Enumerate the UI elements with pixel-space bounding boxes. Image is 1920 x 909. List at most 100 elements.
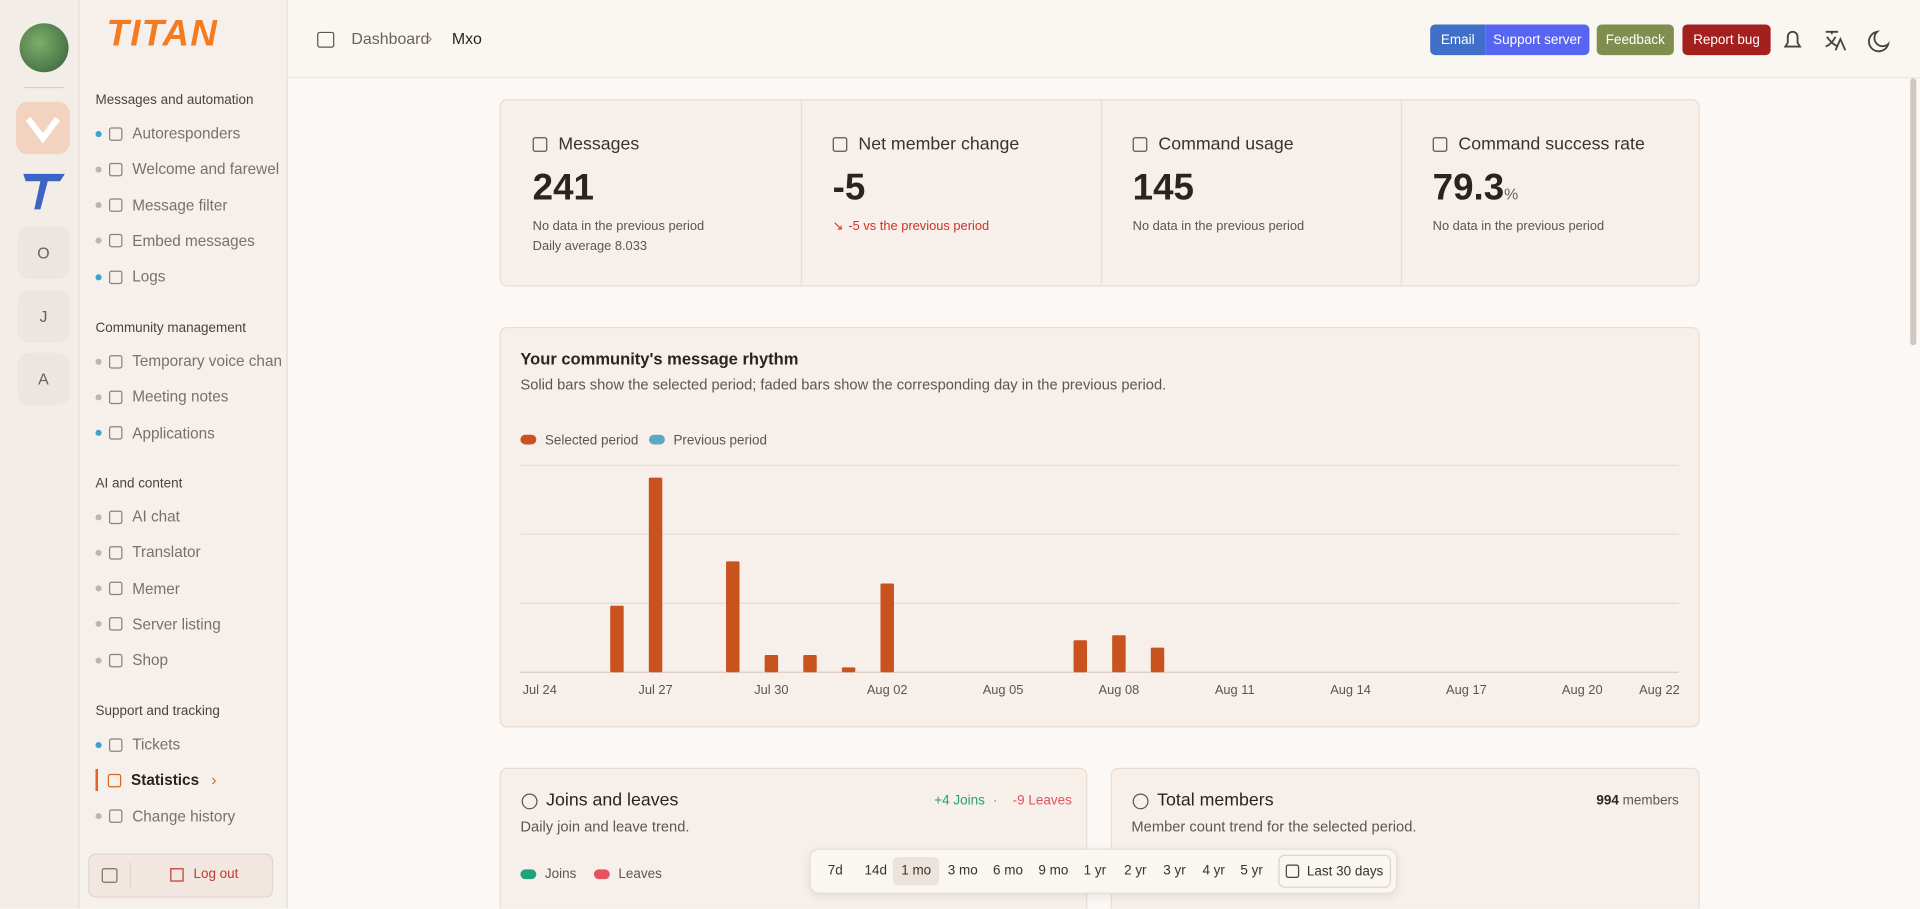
range-option[interactable]: 14d (864, 863, 887, 878)
stat-unit: % (1504, 184, 1519, 204)
logo-shape (25, 116, 61, 144)
nav-item[interactable]: Change history (95, 803, 287, 830)
range-option[interactable]: 1 mo (892, 857, 940, 886)
nav-label: Translator (132, 544, 201, 562)
logout-icon (170, 867, 184, 882)
nav-icon (108, 126, 123, 141)
nav-item[interactable]: Logs (95, 263, 287, 290)
nav-item[interactable]: Memer (95, 575, 287, 602)
range-option[interactable]: 5 yr (1240, 863, 1263, 878)
bell-icon[interactable] (1783, 30, 1802, 48)
bar (880, 583, 894, 673)
joins-icon (521, 793, 538, 810)
header-icons (1783, 30, 1890, 53)
footer-box: Log out (88, 853, 274, 898)
section-title: AI and content (95, 476, 183, 492)
server-icon[interactable]: A (17, 352, 70, 406)
translate-icon[interactable] (1825, 30, 1847, 51)
range-option[interactable]: 3 yr (1163, 863, 1186, 878)
section-title: Support and tracking (95, 704, 220, 719)
nav-item[interactable]: Autoresponders (95, 120, 287, 147)
server-icon[interactable] (18, 168, 69, 215)
range-custom-label: Last 30 days (1306, 863, 1384, 879)
stat-label: Command usage (1132, 135, 1294, 154)
bar (648, 477, 663, 673)
theme-icon[interactable] (1868, 30, 1890, 53)
nav-label: Meeting notes (132, 388, 229, 406)
header-button[interactable]: Report bug (1682, 24, 1771, 56)
status-dot (95, 130, 102, 137)
nav-item[interactable]: Applications (95, 420, 287, 447)
x-tick-label: Aug 05 (983, 682, 1024, 697)
nav-item[interactable]: Statistics › (95, 767, 287, 794)
stat-note: Daily average 8.033 (532, 238, 648, 254)
range-option[interactable]: 7d (827, 863, 843, 878)
range-option[interactable]: 3 mo (947, 863, 978, 878)
x-tick-label: Jul 27 (638, 682, 672, 697)
nav-icon (108, 270, 123, 284)
chart-card: Your community's message rhythm Solid ba… (499, 326, 1700, 728)
stat-label: Net member change (832, 134, 1020, 155)
nav-item[interactable]: AI chat (95, 503, 287, 530)
nav-label: Autoresponders (132, 124, 241, 143)
legend-swatch (520, 869, 537, 880)
nav-label: Server listing (132, 615, 221, 633)
range-option[interactable]: 6 mo (993, 863, 1024, 878)
scrollbar[interactable] (1910, 78, 1917, 346)
nav-icon (108, 198, 123, 212)
header-button[interactable]: Feedback (1596, 24, 1674, 56)
divider (129, 862, 132, 889)
stat-note: No data in the previous period (1432, 219, 1605, 234)
range-custom[interactable]: Last 30 days (1278, 854, 1392, 888)
legend-label: Selected period (545, 432, 638, 447)
divider (24, 86, 64, 89)
legend-swatch (520, 434, 537, 445)
nav-item[interactable]: Tickets (95, 731, 287, 758)
members-card: Total members 994 members Member count t… (1110, 767, 1700, 909)
server-icon[interactable] (15, 101, 70, 155)
x-tick-label: Aug 22 (1639, 682, 1680, 697)
nav-label: Statistics (131, 771, 200, 789)
nav-label: Change history (132, 807, 236, 825)
nav-item[interactable]: Welcome and farewel (95, 156, 287, 183)
logo-shape (23, 173, 65, 210)
nav-item[interactable]: Translator (95, 539, 287, 566)
bar (1112, 635, 1126, 673)
nav-item[interactable]: Meeting notes (95, 384, 287, 411)
calendar-icon (1286, 864, 1300, 878)
card-subtitle: Member count trend for the selected peri… (1131, 817, 1417, 836)
avatar[interactable] (19, 23, 69, 73)
nav-label: Shop (132, 651, 169, 669)
breadcrumb-link[interactable]: Dashboard (351, 29, 430, 48)
range-option[interactable]: 9 mo (1038, 863, 1069, 878)
range-option[interactable]: 4 yr (1202, 863, 1225, 878)
nav-label: Logs (132, 268, 166, 286)
home-icon[interactable] (101, 868, 118, 883)
nav-item[interactable]: Message filter (95, 192, 287, 219)
stat-label-text: Net member change (858, 134, 1020, 155)
header-button[interactable]: Support server (1485, 24, 1590, 56)
chart-title: Your community's message rhythm (520, 349, 798, 368)
range-option[interactable]: 2 yr (1124, 863, 1147, 878)
logout-label: Log out (193, 866, 239, 882)
status-dot (95, 202, 102, 209)
x-tick-label: Aug 08 (1099, 682, 1140, 697)
sidebar-toggle[interactable] (317, 31, 335, 48)
bar (764, 655, 779, 673)
status-dot (95, 621, 102, 628)
server-icon[interactable]: O (17, 226, 70, 280)
nav-item[interactable]: Embed messages (95, 228, 287, 255)
stat-label-text: Messages (558, 134, 640, 155)
members-count: 994 (1596, 793, 1619, 809)
header-button[interactable]: Email (1430, 24, 1486, 56)
nav-item[interactable]: Server listing (95, 611, 287, 638)
logout[interactable]: Log out (170, 867, 238, 882)
section-title: Community management (95, 320, 246, 336)
server-icon[interactable]: J (17, 289, 70, 343)
stat-icon (532, 137, 548, 152)
stat-number: -5 (832, 167, 866, 209)
range-option[interactable]: 1 yr (1083, 863, 1107, 878)
nav-item[interactable]: Shop (95, 647, 287, 674)
nav-item[interactable]: Temporary voice chan (95, 348, 287, 375)
